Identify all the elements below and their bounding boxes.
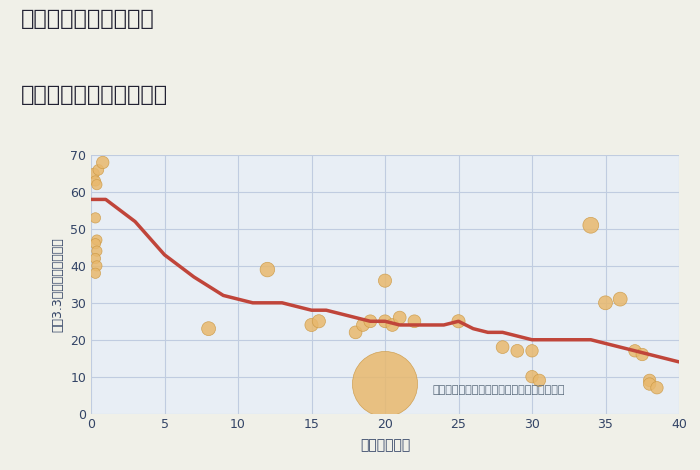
Point xyxy=(652,384,663,392)
Point xyxy=(90,214,101,222)
Point xyxy=(90,177,101,185)
Point xyxy=(526,347,538,354)
Point xyxy=(644,376,655,384)
Point xyxy=(306,321,317,329)
Point xyxy=(203,325,214,332)
Text: 円の大きさは、取引のあった物件面積を示す: 円の大きさは、取引のあった物件面積を示す xyxy=(432,385,564,396)
Point xyxy=(90,269,101,277)
Point xyxy=(88,170,99,177)
Point xyxy=(386,321,398,329)
Point xyxy=(600,299,611,306)
Point xyxy=(262,266,273,274)
Point xyxy=(497,344,508,351)
Text: 三重県松阪市横地町の: 三重県松阪市横地町の xyxy=(21,9,155,30)
Point xyxy=(365,318,376,325)
Y-axis label: 坪（3.3㎡）単価（万円）: 坪（3.3㎡）単価（万円） xyxy=(52,237,64,332)
Point xyxy=(91,236,102,244)
Point xyxy=(394,314,405,321)
Point xyxy=(409,318,420,325)
Point xyxy=(91,247,102,255)
Point xyxy=(91,262,102,270)
Point xyxy=(512,347,523,354)
Point xyxy=(92,166,104,173)
Text: 築年数別中古戸建て価格: 築年数別中古戸建て価格 xyxy=(21,85,168,105)
Point xyxy=(379,318,391,325)
Point xyxy=(314,318,325,325)
Point xyxy=(615,295,626,303)
X-axis label: 築年数（年）: 築年数（年） xyxy=(360,439,410,453)
Point xyxy=(350,329,361,336)
Point xyxy=(534,376,545,384)
Point xyxy=(358,321,369,329)
Point xyxy=(90,240,101,248)
Point xyxy=(379,380,391,388)
Point xyxy=(629,347,641,354)
Point xyxy=(453,318,464,325)
Point xyxy=(644,380,655,388)
Point xyxy=(379,277,391,284)
Point xyxy=(526,373,538,380)
Point xyxy=(637,351,648,358)
Point xyxy=(91,181,102,188)
Point xyxy=(585,221,596,229)
Point xyxy=(90,255,101,262)
Point xyxy=(97,159,108,166)
